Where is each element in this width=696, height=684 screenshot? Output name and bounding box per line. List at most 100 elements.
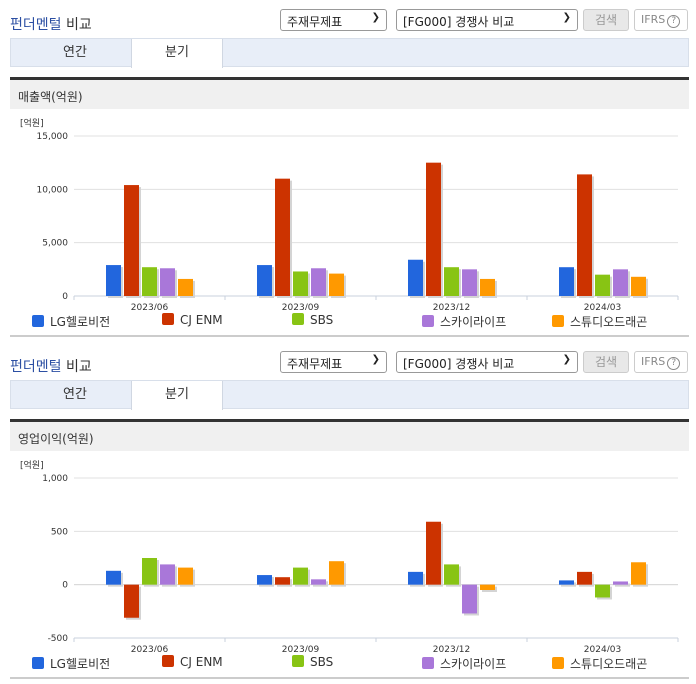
- bar[interactable]: [178, 567, 193, 585]
- comparison-group-select[interactable]: [FG000] 경쟁사 비교 ❯: [396, 9, 578, 31]
- bar[interactable]: [444, 267, 459, 296]
- legend-label: 스튜디오드래곤: [570, 657, 648, 671]
- bar[interactable]: [124, 584, 139, 618]
- x-tick-label: 2024/03: [584, 303, 621, 310]
- legend-swatch: [422, 657, 434, 669]
- tab-annual[interactable]: 연간: [63, 387, 87, 402]
- legend-label: 스카이라이프: [440, 657, 507, 671]
- legend-item[interactable]: 스카이라이프: [422, 313, 506, 330]
- tab-quarterly[interactable]: 분기: [131, 39, 223, 68]
- divider: [10, 335, 689, 337]
- bar[interactable]: [631, 276, 646, 296]
- legend-item[interactable]: SBS: [292, 313, 333, 327]
- legend-item[interactable]: 스카이라이프: [422, 655, 506, 672]
- tab-quarterly[interactable]: 분기: [131, 381, 223, 410]
- chevron-down-icon: ❯: [371, 354, 380, 365]
- legend-swatch: [162, 313, 174, 325]
- ifrs-help-button[interactable]: IFRS?: [634, 351, 688, 373]
- section-title: 펀더멘털 비교: [10, 359, 92, 375]
- section-header: 펀더멘털 비교 주재무제표 ❯ [FG000] 경쟁사 비교 ❯ 검색 IFRS?: [0, 0, 696, 38]
- bar[interactable]: [257, 575, 272, 585]
- ifrs-help-button[interactable]: IFRS?: [634, 9, 688, 31]
- legend-item[interactable]: CJ ENM: [162, 313, 223, 327]
- legend-label: 스튜디오드래곤: [570, 315, 648, 329]
- help-icon: ?: [667, 15, 681, 28]
- search-button[interactable]: 검색: [583, 351, 629, 373]
- bar[interactable]: [595, 584, 610, 598]
- statement-type-select[interactable]: 주재무제표 ❯: [280, 351, 387, 373]
- legend-swatch: [552, 657, 564, 669]
- legend-item[interactable]: SBS: [292, 655, 333, 669]
- x-tick-label: 2023/06: [131, 303, 169, 310]
- legend-item[interactable]: 스튜디오드래곤: [552, 313, 647, 330]
- bar[interactable]: [311, 268, 326, 296]
- bar[interactable]: [631, 562, 646, 585]
- bar[interactable]: [160, 564, 175, 585]
- legend-label: CJ ENM: [180, 313, 223, 327]
- x-tick-label: 2023/09: [282, 303, 320, 310]
- legend-swatch: [32, 657, 44, 669]
- operating-income-bar-chart: [억원] 1,000 500 0 -500 2023/06 2023/09 2023/12 20…: [10, 452, 689, 655]
- legend-item[interactable]: CJ ENM: [162, 655, 223, 669]
- bar[interactable]: [311, 579, 326, 585]
- bar[interactable]: [275, 577, 290, 585]
- legend-item[interactable]: 스튜디오드래곤: [552, 655, 647, 672]
- section-header: 펀더멘털 비교 주재무제표 ❯ [FG000] 경쟁사 비교 ❯ 검색 IFRS?: [0, 342, 696, 380]
- bar[interactable]: [329, 273, 344, 296]
- legend-label: LG헬로비전: [50, 657, 111, 671]
- x-tick-label: 2023/12: [433, 303, 470, 310]
- bar[interactable]: [160, 268, 175, 296]
- tab-annual[interactable]: 연간: [63, 45, 87, 60]
- bar[interactable]: [613, 581, 628, 585]
- unit-label: [억원]: [20, 459, 44, 471]
- bar[interactable]: [293, 567, 308, 585]
- bar[interactable]: [408, 259, 423, 296]
- bar[interactable]: [178, 278, 193, 296]
- chart-legend: LG헬로비전 CJ ENM SBS 스카이라이프 스튜디오드래곤: [10, 652, 689, 672]
- legend-swatch: [292, 313, 304, 325]
- period-tabs: 연간 분기: [10, 380, 689, 410]
- x-tick-label: 2023/12: [433, 645, 470, 652]
- statement-type-select[interactable]: 주재무제표 ❯: [280, 9, 387, 31]
- bar[interactable]: [106, 265, 121, 296]
- bar[interactable]: [408, 571, 423, 585]
- bar[interactable]: [577, 571, 592, 585]
- fundamental-compare-section-operating-income: 펀더멘털 비교 주재무제표 ❯ [FG000] 경쟁사 비교 ❯ 검색 IFRS? …: [0, 342, 696, 684]
- bar[interactable]: [577, 174, 592, 296]
- bar[interactable]: [480, 278, 495, 296]
- bar[interactable]: [142, 558, 157, 585]
- bar[interactable]: [559, 267, 574, 296]
- bar[interactable]: [275, 178, 290, 296]
- bar[interactable]: [124, 185, 139, 296]
- search-button[interactable]: 검색: [583, 9, 629, 31]
- bar[interactable]: [329, 561, 344, 585]
- legend-swatch: [552, 315, 564, 327]
- bar[interactable]: [462, 584, 477, 614]
- bar[interactable]: [559, 580, 574, 585]
- y-tick-label: 5,000: [42, 239, 68, 249]
- legend-item[interactable]: LG헬로비전: [32, 313, 110, 330]
- panel-title: 영업이익(억원): [10, 419, 689, 451]
- bar[interactable]: [106, 570, 121, 585]
- section-title: 펀더멘털 비교: [10, 17, 92, 33]
- legend-item[interactable]: LG헬로비전: [32, 655, 110, 672]
- bar[interactable]: [142, 267, 157, 296]
- chevron-down-icon: ❯: [371, 12, 380, 23]
- x-tick-label: 2023/09: [282, 645, 320, 652]
- bar[interactable]: [613, 269, 628, 296]
- fundamental-compare-section-revenue: 펀더멘털 비교 주재무제표 ❯ [FG000] 경쟁사 비교 ❯ 검색 IFRS? …: [0, 0, 696, 340]
- legend-label: SBS: [310, 655, 334, 669]
- bar[interactable]: [426, 521, 441, 585]
- help-icon: ?: [667, 357, 681, 370]
- y-tick-label: 500: [51, 527, 68, 537]
- bar[interactable]: [595, 274, 610, 296]
- legend-swatch: [162, 655, 174, 667]
- comparison-group-select[interactable]: [FG000] 경쟁사 비교 ❯: [396, 351, 578, 373]
- bar[interactable]: [480, 584, 495, 590]
- bar[interactable]: [293, 271, 308, 296]
- bar[interactable]: [257, 265, 272, 296]
- chevron-down-icon: ❯: [562, 12, 571, 23]
- bar[interactable]: [426, 162, 441, 296]
- bar[interactable]: [462, 269, 477, 296]
- bar[interactable]: [444, 564, 459, 585]
